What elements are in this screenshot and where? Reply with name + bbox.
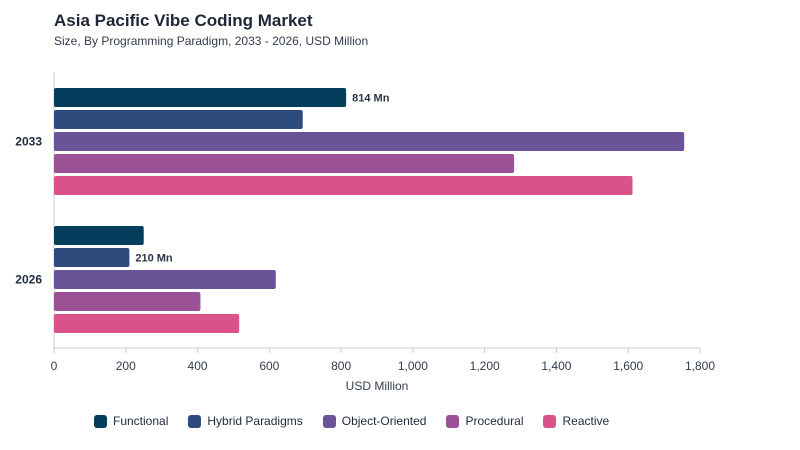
category-label-2026: 2026 [15,273,42,287]
x-tick-label: 600 [259,359,279,373]
bar-2026-object-oriented [54,270,276,289]
legend-swatch [446,414,460,428]
legend-item-object-oriented: Object-Oriented [322,414,427,428]
legend-item-procedural: Procedural [446,414,523,428]
bar-2033-functional [54,88,347,107]
legend-swatch [322,414,336,428]
bar-2026-reactive [54,314,240,333]
legend-swatch [94,414,107,428]
x-tick-label: 200 [116,359,136,373]
legend-label: Hybrid Paradigms [207,414,303,428]
x-tick-label: 0 [51,359,58,373]
x-tick-label: 1,200 [470,359,500,373]
x-tick-label: 400 [188,359,208,373]
legend-item-functional: Functional [94,414,168,428]
bar-2026-functional [54,226,144,245]
legend-item-reactive: Reactive [543,414,609,428]
chart-subtitle: Size, By Programming Paradigm, 2033 - 20… [54,34,369,48]
x-tick-label: 1,000 [398,359,428,373]
bar-2033-hybrid-paradigms [54,110,303,129]
x-tick-label: 1,400 [541,359,571,373]
legend-swatch [188,414,202,428]
bar-2033-reactive [54,176,633,195]
bar-2033-procedural [54,154,515,173]
legend-swatch [543,414,557,428]
bar-2033-object-oriented [54,132,685,151]
x-tick-label: 1,600 [613,359,643,373]
bar-2026-hybrid-paradigms [54,248,130,267]
chart-title: Asia Pacific Vibe Coding Market [54,11,313,30]
legend-label: Object-Oriented [341,414,427,428]
legend-label: Functional [113,414,169,428]
x-tick-label: 1,800 [685,359,715,373]
bar-2026-procedural [54,292,201,311]
chart-legend: Functional Hybrid Paradigms Object-Oriente… [94,414,609,428]
x-tick-label: 800 [331,359,351,373]
data-label: 210 Mn [135,253,173,265]
category-label-2033: 2033 [15,135,42,149]
data-label: 814 Mn [352,93,390,105]
x-axis-title: USD Million [346,379,409,393]
legend-label: Procedural [465,414,524,428]
legend-label: Reactive [562,414,610,428]
legend-item-hybrid-paradigms: Hybrid Paradigms [188,414,303,428]
